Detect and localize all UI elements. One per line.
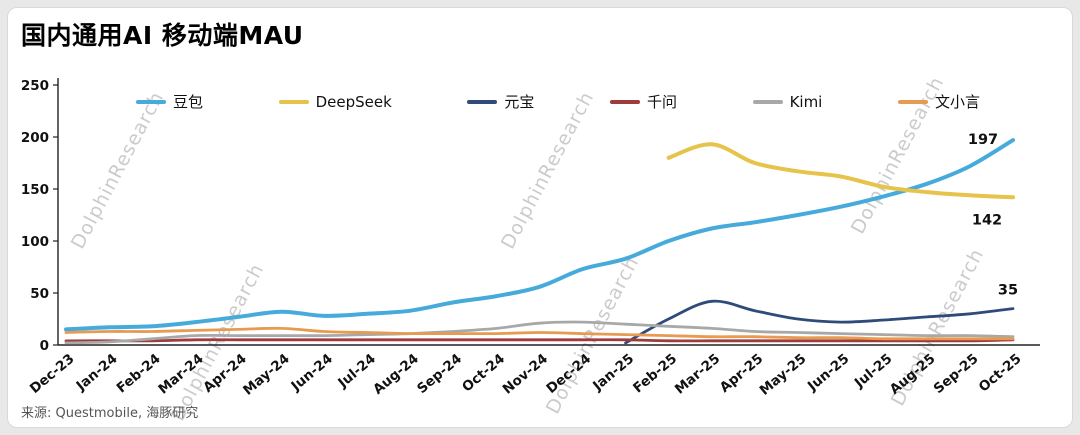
x-tick-label: Oct-25 — [976, 351, 1025, 396]
legend-label: 文小言 — [934, 93, 980, 111]
x-tick-label: Jun-25 — [804, 351, 852, 395]
legend-label: 豆包 — [173, 93, 204, 111]
x-tick-label: Jan-25 — [589, 351, 637, 395]
watermark-text: DolphinResearch — [67, 88, 169, 253]
series-line-文小言 — [64, 326, 1015, 341]
chart-svg: DolphinResearch DolphinResearch DolphinRes… — [21, 73, 1040, 425]
y-tick-label: 100 — [21, 234, 49, 250]
legend-item-元宝: 元宝 — [467, 91, 534, 112]
chart-title: 国内通用AI 移动端MAU — [21, 21, 304, 50]
legend-item-DeepSeek: DeepSeek — [278, 92, 392, 111]
x-tick-label: Jun-24 — [288, 351, 336, 395]
series-line-元宝 — [624, 299, 1015, 345]
series-line-Kimi — [64, 320, 1015, 345]
legend-item-豆包: 豆包 — [136, 91, 203, 112]
watermark-text: DolphinResearch — [167, 260, 269, 425]
series-line-千问 — [64, 338, 1015, 343]
y-tick-label: 150 — [21, 182, 49, 198]
annotation-DeepSeek: 142 — [972, 212, 1002, 228]
legend-swatch — [467, 99, 498, 104]
legend-item-千问: 千问 — [609, 91, 677, 112]
watermark-text: DolphinResearch — [497, 88, 599, 253]
series-line-DeepSeek — [666, 142, 1015, 200]
x-tick-label: Nov-24 — [500, 351, 551, 398]
x-tick-label: Oct-24 — [459, 351, 508, 396]
y-tick-label: 200 — [21, 130, 49, 146]
x-tick-label: Aug-24 — [370, 351, 422, 398]
y-tick-label: 0 — [40, 338, 49, 354]
legend-swatch — [278, 99, 309, 104]
legend-swatch — [609, 99, 640, 104]
legend-label: DeepSeek — [315, 92, 392, 111]
y-tick-label: 50 — [30, 286, 49, 302]
x-tick-label: Feb-25 — [630, 351, 680, 397]
annotation-元宝: 35 — [998, 283, 1018, 299]
chart-legend: 豆包 DeepSeek 元宝 千问 Kimi 文小言 — [136, 91, 980, 112]
legend-swatch — [897, 99, 928, 104]
x-tick-label: Dec-23 — [27, 351, 78, 397]
x-tick-label: Feb-24 — [114, 351, 164, 397]
legend-item-文小言: 文小言 — [897, 91, 980, 112]
legend-label: 元宝 — [504, 93, 535, 111]
legend-swatch — [136, 99, 166, 104]
annotation-豆包: 197 — [968, 132, 998, 148]
source-note: 来源: Questmobile, 海豚研究 — [21, 406, 199, 421]
legend-label: 千问 — [646, 93, 677, 111]
legend-item-Kimi: Kimi — [752, 92, 823, 111]
x-tick-label: Mar-25 — [672, 351, 723, 398]
x-tick-label: Sep-25 — [931, 351, 982, 397]
x-tick-label: May-24 — [240, 351, 293, 399]
legend-label: Kimi — [789, 92, 823, 111]
chart-card: 国内通用AI 移动端MAU 豆包 DeepSeek 元宝 千问 Kimi 文小言 Dolp… — [7, 7, 1073, 428]
series-line-豆包 — [64, 138, 1015, 332]
x-tick-label: May-25 — [757, 351, 810, 399]
legend-swatch — [752, 99, 783, 104]
x-tick-label: Sep-24 — [414, 351, 465, 397]
y-tick-label: 250 — [21, 78, 49, 94]
x-tick-label: Jan-24 — [73, 351, 121, 395]
